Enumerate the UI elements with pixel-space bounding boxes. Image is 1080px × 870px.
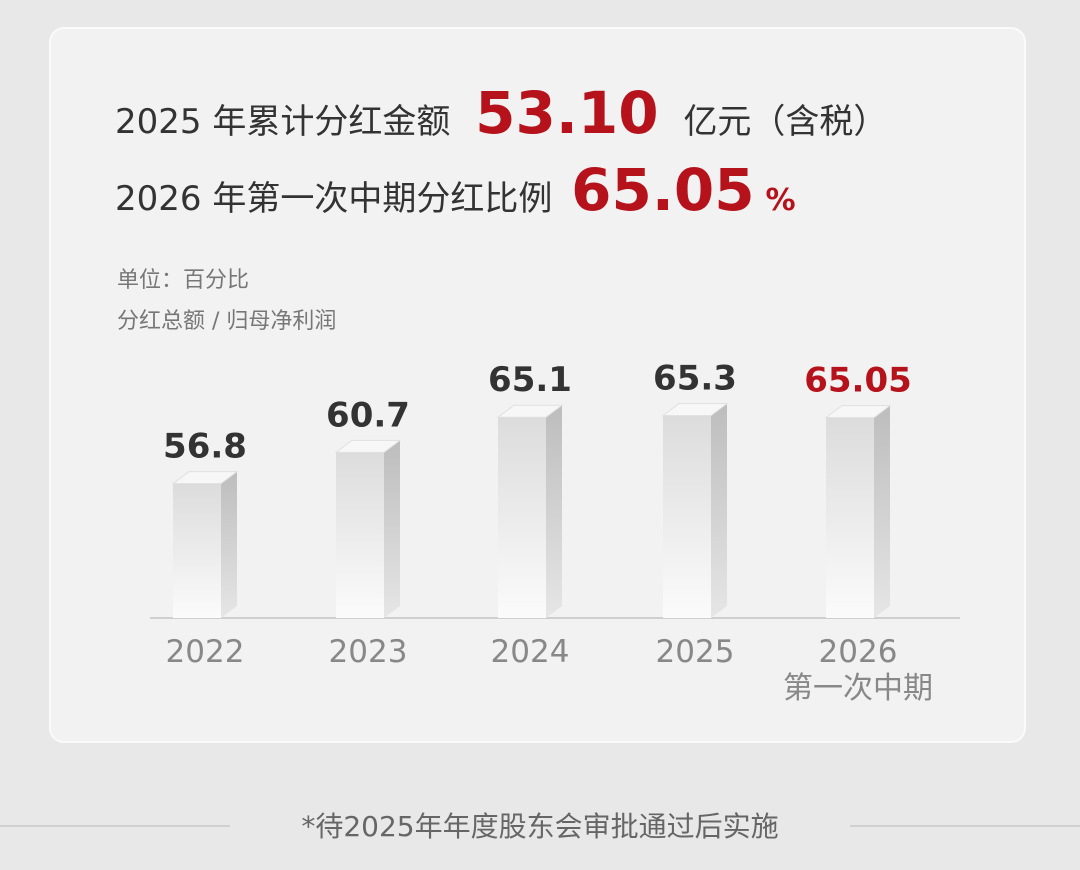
bar-top (661, 403, 729, 417)
value-label: 65.3 (653, 359, 737, 399)
value-label: 65.05 (804, 361, 912, 401)
bar-front (826, 417, 874, 618)
headline-line1: 2025 年累计分红金额 53.10 亿元（含税） (115, 79, 887, 147)
bar-front (498, 417, 546, 618)
bar-front (663, 415, 711, 618)
headline-amount: 53.10 (475, 79, 658, 147)
bar-top (171, 471, 239, 485)
bar-front (336, 452, 384, 618)
x-tick-label: 2025 (656, 634, 735, 670)
bar-side (874, 405, 890, 618)
bar-top (496, 404, 564, 418)
footnote: *待2025年年度股东会审批通过后实施 (301, 810, 778, 843)
headline-text: 2025 年累计分红金额 (115, 102, 450, 142)
bar-side (221, 471, 237, 618)
bar-plot: 56.8 2022 60.7 2023 65.1 2024 65.3 2025 65.05 202… (163, 359, 933, 706)
headline-ratio: 65.05 (571, 156, 754, 224)
value-label: 60.7 (326, 395, 410, 435)
headline-line2: 2026 年第一次中期分红比例 65.05 % (115, 156, 796, 224)
bar-side (384, 440, 400, 618)
x-tick-label: 2024 (491, 634, 570, 670)
bar-top (824, 405, 892, 419)
x-tick-label: 2023 (329, 634, 408, 670)
card (49, 27, 1026, 743)
headline-text: 亿元（含税） (683, 102, 887, 142)
value-label: 65.1 (488, 360, 572, 400)
headline-text: 2026 年第一次中期分红比例 (115, 179, 552, 219)
x-tick-label: 2026 (819, 634, 898, 670)
unit-label: 单位：百分比 (117, 268, 249, 293)
headline-unit: % (765, 183, 795, 218)
bar-side (711, 403, 727, 618)
metric-label: 分红总额 / 归母净利润 (117, 309, 336, 334)
value-label: 56.8 (163, 427, 247, 467)
x-tick-label: 2022 (166, 634, 245, 670)
bar-front (173, 483, 221, 618)
bar-top (334, 439, 402, 453)
x-tick-note: 第一次中期 (783, 671, 933, 706)
bar-side (546, 405, 562, 618)
